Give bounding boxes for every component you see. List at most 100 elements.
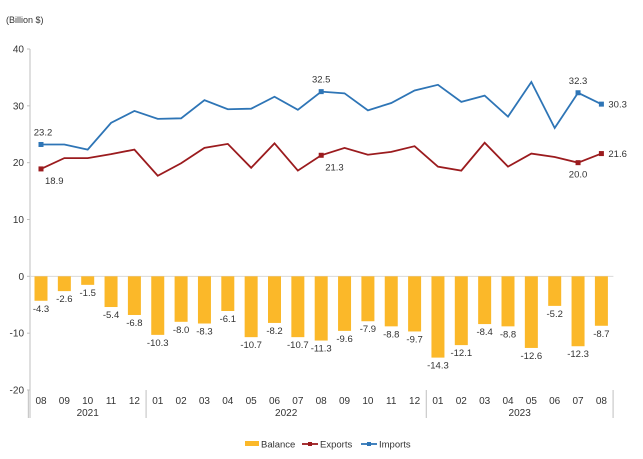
balance-bar: [151, 276, 165, 335]
legend-swatch-marker: [367, 442, 371, 446]
legend-label: Imports: [379, 440, 411, 451]
balance-bar: [571, 276, 585, 347]
balance-bar: [291, 276, 305, 338]
x-tick-label: 09: [339, 396, 351, 407]
balance-bar-label: -9.6: [336, 334, 352, 345]
balance-bar-label: -11.3: [311, 344, 332, 355]
balance-bar: [524, 276, 538, 348]
x-tick-label: 01: [152, 396, 164, 407]
balance-bar: [221, 276, 235, 312]
y-tick-label: 0: [18, 272, 24, 283]
balance-bar-label: -10.7: [287, 340, 309, 351]
balance-bar-label: -6.8: [126, 318, 142, 329]
balance-bar-label: -8.3: [196, 327, 212, 338]
y-tick-label: 10: [13, 215, 25, 226]
balance-bar: [127, 276, 141, 315]
balance-bar-label: -8.7: [593, 329, 609, 340]
balance-bar: [34, 276, 48, 301]
imports-point-label: 30.3: [608, 100, 627, 111]
balance-bar: [501, 276, 515, 327]
x-tick-label: 11: [106, 396, 117, 407]
balance-bar-label: -5.4: [103, 310, 119, 321]
exports-marker: [575, 160, 581, 166]
balance-bar: [408, 276, 422, 332]
balance-bar: [384, 276, 398, 327]
balance-bar-label: -12.6: [521, 351, 543, 362]
x-tick-label: 11: [386, 396, 397, 407]
balance-bar-label: -10.7: [240, 340, 262, 351]
balance-bar: [548, 276, 562, 306]
balance-bar: [594, 276, 608, 326]
exports-point-label: 21.3: [325, 162, 344, 173]
x-tick-label: 05: [526, 396, 538, 407]
balance-bar-label: -6.1: [220, 314, 236, 325]
balance-bar-label: -8.4: [476, 327, 492, 338]
x-tick-label: 06: [549, 396, 561, 407]
balance-bar: [268, 276, 281, 323]
exports-marker: [598, 151, 604, 157]
x-tick-label: 03: [199, 396, 211, 407]
imports-point-label: 23.2: [34, 127, 53, 138]
year-label: 2023: [509, 408, 532, 419]
year-label: 2021: [77, 408, 100, 419]
imports-marker: [598, 101, 604, 107]
x-tick-label: 09: [59, 396, 71, 407]
balance-bar-label: -8.8: [500, 329, 516, 340]
y-tick-label: 20: [13, 158, 25, 169]
exports-point-label: 18.9: [45, 176, 64, 187]
legend-item-exports: Exports: [302, 440, 352, 451]
balance-bar: [314, 276, 328, 341]
line-series: 18.9 21.3 20.0 21.6 23.2 32.5 32.3 30.3: [34, 75, 627, 187]
balance-bar-labels: -4.3 -2.6 -1.5 -5.4 -6.8 -10.3 -8.0 -8.3 -6.1 -10…: [33, 288, 610, 372]
imports-marker: [575, 90, 581, 96]
legend-swatch-marker: [308, 442, 312, 446]
x-tick-label: 04: [502, 396, 514, 407]
legend-swatch-bar: [245, 441, 259, 446]
y-tick-label: 40: [13, 45, 25, 56]
balance-bar-label: -8.0: [173, 325, 189, 336]
balance-bar: [478, 276, 492, 325]
balance-bar-label: -12.3: [567, 349, 589, 360]
balance-bar-label: -7.9: [360, 324, 376, 335]
x-tick-label: 02: [176, 396, 188, 407]
legend-item-imports: Imports: [361, 440, 411, 451]
exports-marker: [318, 152, 324, 158]
legend-item-balance: Balance: [245, 440, 295, 451]
x-tick-label: 06: [269, 396, 281, 407]
y-tick-label: -20: [10, 386, 25, 397]
balance-bar-label: -1.5: [80, 288, 96, 299]
x-tick-label: 01: [432, 396, 444, 407]
balance-bar: [174, 276, 188, 322]
balance-bar-label: -10.3: [147, 338, 169, 349]
balance-bar-label: -4.3: [33, 304, 49, 315]
year-label: 2022: [275, 408, 298, 419]
balance-bar-label: -2.6: [56, 294, 72, 305]
exports-marker: [38, 166, 44, 172]
balance-bar: [431, 276, 445, 358]
legend: Balance Exports Imports: [245, 440, 411, 451]
x-tick-label: 04: [222, 396, 234, 407]
balance-bar-label: -8.8: [383, 329, 399, 340]
balance-bar: [454, 276, 468, 346]
balance-bar: [104, 276, 118, 308]
balance-bar-label: -8.2: [266, 326, 282, 337]
x-tick-label: 05: [246, 396, 258, 407]
exports-point-label: 21.6: [608, 149, 627, 160]
x-tick-label: 07: [292, 396, 304, 407]
x-tick-label: 08: [316, 396, 328, 407]
legend-label: Exports: [320, 440, 352, 451]
legend-label: Balance: [261, 440, 295, 451]
x-tick-label: 12: [129, 396, 141, 407]
balance-bar-label: -14.3: [427, 361, 449, 372]
balance-bar: [361, 276, 375, 322]
x-tick-label: 10: [82, 396, 94, 407]
imports-marker: [38, 141, 44, 147]
imports-point-label: 32.3: [569, 76, 588, 87]
x-tick-label: 02: [456, 396, 468, 407]
y-tick-label: -10: [10, 329, 25, 340]
balance-bar-label: -5.2: [547, 309, 563, 320]
balance-bar: [197, 276, 211, 324]
x-tick-label: 10: [362, 396, 374, 407]
balance-bar: [244, 276, 258, 338]
x-tick-label: 03: [479, 396, 491, 407]
